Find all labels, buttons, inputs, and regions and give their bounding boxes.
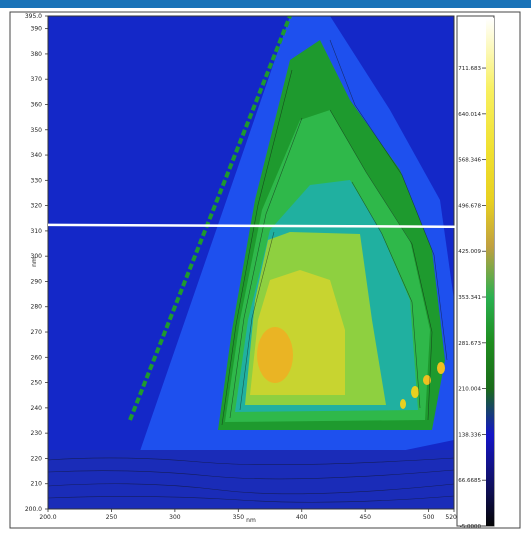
x-tick-label: 500 [423, 514, 435, 521]
excitation-emission-contour-chart: 200.0 250 300 350 400 450 500 520.0 200.0 210 220… [9, 11, 521, 530]
y-tick-label: 230 [31, 430, 43, 437]
x-tick-label: 300 [169, 514, 181, 521]
colorbar-tick-label: 66.6685 [458, 478, 481, 484]
y-tick-label: 360 [31, 101, 43, 108]
x-tick-label: 350 [233, 514, 245, 521]
hotspot-2 [423, 375, 431, 385]
x-tick-label: 400 [296, 514, 308, 521]
x-tick-label: 520.0 [445, 514, 462, 521]
y-tick-label: 210 [31, 481, 43, 488]
y-tick-label: 320 [31, 203, 43, 210]
hotspot-3 [411, 386, 419, 398]
plot-border [47, 15, 455, 510]
y-axis: 200.0 210 220 230 240 250 260 270 280 290 300 310 32… [25, 13, 48, 513]
hotspot-4 [400, 399, 406, 409]
y-tick-label: 270 [31, 329, 43, 336]
x-tick-label: 200.0 [39, 514, 56, 521]
window-top-bar [0, 0, 531, 8]
scatter-line [128, 16, 292, 421]
colorbar-gradient [486, 18, 494, 526]
colorbar-tick-label: 281.673 [458, 341, 481, 347]
colorbar-tick-label: 496.678 [458, 203, 481, 209]
colorbar-tick-label: 640.014 [458, 112, 481, 118]
colorbar-tick-label: 568.346 [458, 158, 481, 164]
y-tick-label: 240 [31, 405, 43, 412]
x-tick-label: 450 [359, 514, 371, 521]
y-tick-label: 280 [31, 304, 43, 311]
plot-area [48, 16, 454, 509]
y-axis-label: nm [31, 257, 38, 267]
marker-line [47, 223, 471, 229]
y-tick-label: 310 [31, 228, 43, 235]
colorbar-tick-label: 210.004 [458, 387, 481, 393]
colorbar-ticks: -5.0000 66.6685 138.336 210.004 281.673 353.3… [458, 66, 486, 530]
hotspot-1 [437, 362, 445, 374]
y-tick-label: 200.0 [25, 506, 42, 513]
y-tick-label: 390 [31, 26, 43, 33]
y-tick-label: 300 [31, 253, 43, 260]
x-axis-label: nm [246, 517, 256, 524]
colorbar-tick-label: 425.009 [458, 249, 481, 255]
y-tick-label: 250 [31, 380, 43, 387]
y-tick-label: 330 [31, 177, 43, 184]
y-tick-label: 395.0 [25, 13, 42, 20]
y-tick-label: 220 [31, 455, 43, 462]
colorbar-tick-label: -5.0000 [460, 524, 482, 530]
colorbar-tick-label: 353.341 [458, 295, 481, 301]
contour-line-texture [48, 39, 454, 503]
colorbar-tick-label: 138.336 [458, 432, 481, 438]
contour-noise-band [48, 450, 454, 509]
y-tick-label: 260 [31, 354, 43, 361]
x-axis: 200.0 250 300 350 400 450 500 520.0 [39, 509, 463, 521]
x-tick-label: 250 [106, 514, 118, 521]
y-tick-label: 290 [31, 278, 43, 285]
contour-peak [257, 327, 293, 383]
y-tick-label: 370 [31, 76, 43, 83]
y-tick-label: 380 [31, 51, 43, 58]
colorbar-tick-label: 711.683 [458, 66, 481, 72]
y-tick-label: 350 [31, 127, 43, 134]
y-tick-label: 340 [31, 152, 43, 159]
